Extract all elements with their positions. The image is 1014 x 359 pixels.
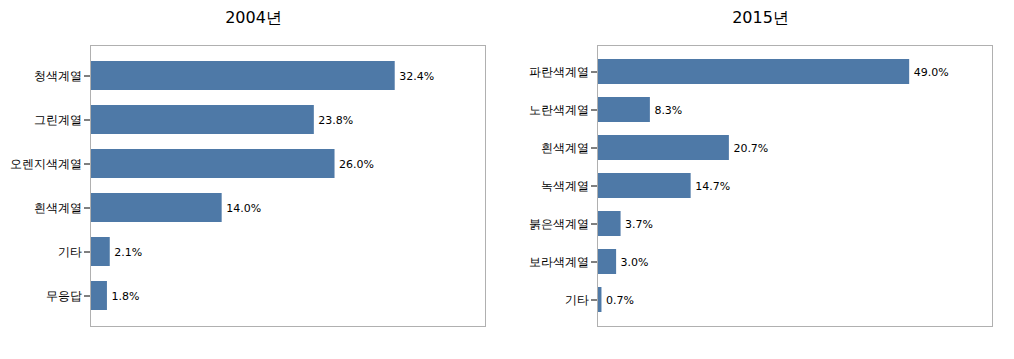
svg-text:노란색계열: 노란색계열 — [529, 103, 589, 117]
svg-text:3.7%: 3.7% — [625, 218, 653, 231]
svg-text:붉은색계열: 붉은색계열 — [529, 217, 589, 231]
svg-text:청색계열: 청색계열 — [34, 69, 82, 83]
svg-text:20.7%: 20.7% — [733, 142, 768, 155]
svg-text:2.1%: 2.1% — [114, 246, 142, 259]
svg-text:파란색계열: 파란색계열 — [529, 65, 589, 79]
svg-text:8.3%: 8.3% — [654, 104, 682, 117]
svg-text:기타: 기타 — [565, 293, 589, 307]
html-text:2004년: 2004년 — [225, 8, 282, 27]
svg-text:3.0%: 3.0% — [621, 256, 649, 269]
svg-text:보라색계열: 보라색계열 — [529, 255, 589, 269]
svg-text:무응답: 무응답 — [46, 289, 82, 303]
svg-text:49.0%: 49.0% — [914, 66, 949, 79]
svg-text:그린계열: 그린계열 — [34, 113, 82, 127]
html-text:2015년: 2015년 — [732, 8, 789, 27]
svg-text:26.0%: 26.0% — [339, 158, 374, 171]
svg-text:14.7%: 14.7% — [695, 180, 730, 193]
svg-text:기타: 기타 — [58, 245, 82, 259]
svg-text:오렌지색계열: 오렌지색계열 — [10, 157, 82, 171]
svg-text:23.8%: 23.8% — [318, 114, 353, 127]
svg-text:흰색계열: 흰색계열 — [541, 141, 589, 155]
svg-text:0.7%: 0.7% — [606, 294, 634, 307]
svg-text:14.0%: 14.0% — [226, 202, 261, 215]
svg-text:32.4%: 32.4% — [399, 70, 434, 83]
svg-text:녹색계열: 녹색계열 — [541, 179, 589, 193]
svg-text:흰색계열: 흰색계열 — [34, 201, 82, 215]
svg-text:1.8%: 1.8% — [111, 290, 139, 303]
